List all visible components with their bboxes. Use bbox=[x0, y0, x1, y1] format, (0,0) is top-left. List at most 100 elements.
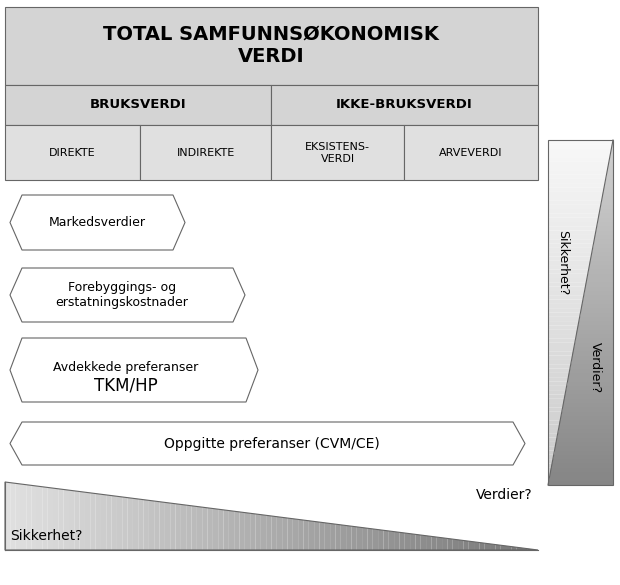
Polygon shape bbox=[556, 438, 613, 442]
Polygon shape bbox=[559, 420, 613, 425]
Polygon shape bbox=[572, 356, 613, 360]
Polygon shape bbox=[74, 491, 79, 550]
Polygon shape bbox=[570, 364, 613, 369]
Text: Verdier?: Verdier? bbox=[476, 488, 533, 502]
Text: Verdier?: Verdier? bbox=[588, 342, 601, 393]
Polygon shape bbox=[548, 360, 572, 364]
Polygon shape bbox=[612, 140, 613, 144]
Polygon shape bbox=[548, 463, 552, 468]
Polygon shape bbox=[548, 442, 556, 446]
Polygon shape bbox=[548, 476, 549, 481]
Polygon shape bbox=[314, 521, 319, 550]
Bar bbox=[548, 140, 613, 485]
Polygon shape bbox=[548, 386, 567, 390]
Polygon shape bbox=[548, 481, 549, 485]
Polygon shape bbox=[585, 283, 613, 287]
Polygon shape bbox=[609, 153, 613, 157]
Polygon shape bbox=[548, 356, 572, 360]
Polygon shape bbox=[564, 394, 613, 399]
Polygon shape bbox=[309, 521, 314, 550]
Polygon shape bbox=[548, 399, 564, 403]
Polygon shape bbox=[548, 312, 580, 317]
Polygon shape bbox=[548, 239, 595, 243]
Polygon shape bbox=[548, 381, 567, 386]
Polygon shape bbox=[548, 425, 559, 429]
Polygon shape bbox=[548, 256, 591, 261]
Text: Sikkerhet?: Sikkerhet? bbox=[10, 529, 82, 543]
Polygon shape bbox=[604, 183, 613, 187]
Polygon shape bbox=[319, 522, 325, 550]
Polygon shape bbox=[548, 394, 565, 399]
Polygon shape bbox=[548, 283, 586, 287]
Polygon shape bbox=[585, 287, 613, 291]
Text: ARVEVERDI: ARVEVERDI bbox=[439, 148, 503, 158]
Polygon shape bbox=[378, 529, 383, 550]
Polygon shape bbox=[548, 308, 582, 312]
Polygon shape bbox=[548, 295, 584, 300]
Polygon shape bbox=[601, 196, 613, 201]
Polygon shape bbox=[421, 535, 426, 550]
Polygon shape bbox=[569, 369, 613, 373]
Polygon shape bbox=[578, 321, 613, 325]
Polygon shape bbox=[453, 539, 458, 550]
Polygon shape bbox=[548, 209, 600, 214]
Polygon shape bbox=[548, 304, 582, 308]
Polygon shape bbox=[562, 407, 613, 412]
Polygon shape bbox=[101, 494, 106, 550]
Polygon shape bbox=[548, 192, 603, 196]
Polygon shape bbox=[175, 504, 181, 550]
Polygon shape bbox=[548, 140, 613, 144]
Polygon shape bbox=[548, 183, 605, 187]
Polygon shape bbox=[208, 508, 213, 550]
Polygon shape bbox=[548, 205, 601, 209]
Polygon shape bbox=[474, 542, 479, 550]
Polygon shape bbox=[277, 517, 282, 550]
Polygon shape bbox=[606, 174, 613, 179]
Polygon shape bbox=[586, 278, 613, 283]
Polygon shape bbox=[548, 174, 606, 179]
Polygon shape bbox=[548, 412, 562, 416]
Polygon shape bbox=[197, 507, 202, 550]
Polygon shape bbox=[341, 525, 346, 550]
Polygon shape bbox=[584, 291, 613, 295]
Polygon shape bbox=[548, 407, 562, 412]
Polygon shape bbox=[5, 482, 11, 550]
Polygon shape bbox=[122, 497, 128, 550]
Polygon shape bbox=[128, 498, 133, 550]
Polygon shape bbox=[501, 545, 506, 550]
Polygon shape bbox=[590, 256, 613, 261]
Polygon shape bbox=[282, 517, 288, 550]
Polygon shape bbox=[548, 446, 556, 450]
Polygon shape bbox=[548, 352, 573, 356]
Text: DIREKTE: DIREKTE bbox=[49, 148, 96, 158]
Bar bbox=[271, 85, 538, 125]
Polygon shape bbox=[599, 209, 613, 214]
Polygon shape bbox=[564, 399, 613, 403]
Polygon shape bbox=[557, 433, 613, 438]
Polygon shape bbox=[389, 531, 394, 550]
Polygon shape bbox=[436, 537, 442, 550]
Polygon shape bbox=[522, 548, 528, 550]
Polygon shape bbox=[548, 157, 609, 161]
Polygon shape bbox=[548, 369, 570, 373]
Polygon shape bbox=[548, 179, 606, 183]
Polygon shape bbox=[548, 161, 609, 166]
Polygon shape bbox=[442, 538, 448, 550]
Text: EKSISTENS-
VERDI: EKSISTENS- VERDI bbox=[305, 142, 370, 164]
Polygon shape bbox=[186, 505, 192, 550]
Polygon shape bbox=[565, 390, 613, 394]
Polygon shape bbox=[85, 492, 91, 550]
Polygon shape bbox=[37, 486, 42, 550]
Polygon shape bbox=[548, 187, 604, 192]
Polygon shape bbox=[69, 490, 74, 550]
Polygon shape bbox=[592, 248, 613, 252]
Polygon shape bbox=[608, 161, 613, 166]
Polygon shape bbox=[548, 438, 557, 442]
Polygon shape bbox=[548, 338, 575, 343]
Polygon shape bbox=[42, 487, 48, 550]
Polygon shape bbox=[580, 312, 613, 317]
Bar bbox=[5, 85, 271, 125]
Polygon shape bbox=[548, 265, 590, 269]
Polygon shape bbox=[303, 520, 309, 550]
Polygon shape bbox=[224, 510, 229, 550]
